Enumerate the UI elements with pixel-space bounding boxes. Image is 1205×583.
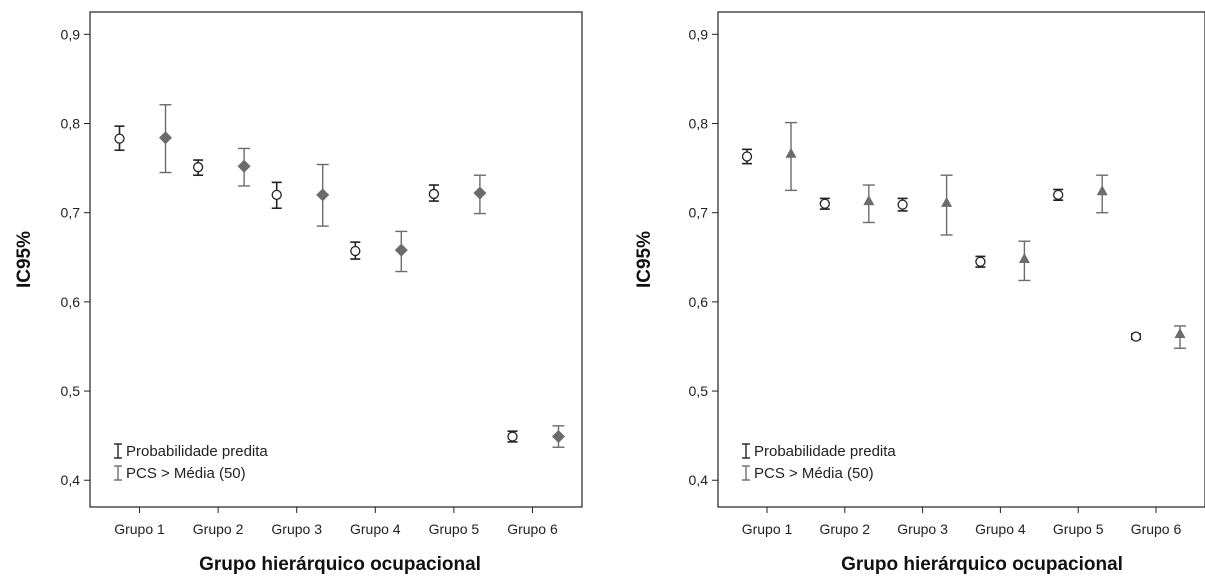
point-circle (192, 162, 204, 173)
plot-frame (717, 11, 1205, 508)
legend-label: PCS > Média (50) (126, 465, 246, 482)
legend-item: PCS > Média (50) (114, 465, 246, 482)
y-tick-label: 0,7 (689, 205, 709, 221)
x-axis-title: Grupo hierárquico ocupacional (841, 554, 1123, 575)
y-tick-label: 0,9 (689, 26, 709, 42)
x-tick-label: Grupo 1 (114, 521, 165, 537)
point-circle (1053, 189, 1064, 200)
legend-item: Probabilidade predita (742, 443, 896, 460)
x-tick-label: Grupo 4 (975, 521, 1026, 537)
point-circle (819, 198, 830, 209)
point-diamond (394, 243, 408, 257)
point-circle (428, 188, 440, 200)
x-tick-label: Grupo 6 (507, 521, 558, 537)
point-circle (507, 431, 518, 442)
x-tick-label: Grupo 5 (1053, 521, 1104, 537)
y-axis-title: IC95% (14, 231, 35, 288)
y-tick-label: 0,4 (61, 472, 81, 488)
chart-panel-left: 0,9 0,8 0,7 0,6 0,5 0,4 Grupo 1 Grupo 2 Grupo 3 G… (0, 0, 600, 578)
y-tick-label: 0,5 (61, 383, 81, 399)
point-circle (897, 199, 908, 210)
y-tick-label: 0,9 (61, 26, 81, 42)
legend-item: PCS > Média (50) (742, 465, 874, 482)
x-tick-label: Grupo 6 (1131, 521, 1182, 537)
chart-right-svg: 0,9 0,8 0,7 0,6 0,5 0,4 Grupo 1 Grupo 2 Grupo 3 G… (634, 11, 1205, 575)
y-tick-label: 0,6 (61, 294, 81, 310)
plot-frame (89, 11, 583, 508)
point-circle (271, 189, 282, 200)
chart-left-svg: 0,9 0,8 0,7 0,6 0,5 0,4 Grupo 1 Grupo 2 Grupo 3 G… (14, 11, 583, 575)
x-tick-label: Grupo 3 (271, 521, 322, 537)
point-circle (1130, 331, 1142, 342)
point-circle (975, 256, 986, 267)
point-triangle (863, 195, 875, 206)
point-triangle (1018, 253, 1030, 264)
point-diamond (551, 430, 565, 444)
x-tick-label: Grupo 2 (193, 521, 244, 537)
point-triangle (941, 196, 953, 207)
chart-panel-right: 0,9 0,8 0,7 0,6 0,5 0,4 Grupo 1 Grupo 2 Grupo 3 G… (620, 0, 1205, 578)
y-tick-label: 0,5 (689, 383, 709, 399)
x-tick-label: Grupo 1 (742, 521, 793, 537)
point-diamond (237, 159, 251, 173)
y-tick-label: 0,6 (689, 294, 709, 310)
y-tick-label: 0,8 (689, 115, 709, 131)
x-tick-label: Grupo 4 (350, 521, 401, 537)
x-tick-label: Grupo 5 (429, 521, 480, 537)
point-circle (741, 151, 753, 162)
point-triangle (1096, 185, 1108, 196)
x-tick-label: Grupo 2 (820, 521, 871, 537)
legend-label: Probabilidade predita (754, 443, 896, 460)
x-tick-label: Grupo 3 (897, 521, 948, 537)
legend-label: PCS > Média (50) (754, 465, 874, 482)
x-axis-title: Grupo hierárquico ocupacional (199, 554, 481, 575)
point-diamond (316, 188, 330, 202)
point-triangle (1174, 327, 1186, 338)
legend-label: Probabilidade predita (126, 443, 268, 460)
point-circle (350, 245, 361, 257)
y-tick-label: 0,4 (689, 472, 709, 488)
y-tick-label: 0,8 (61, 115, 81, 131)
point-diamond (473, 186, 487, 200)
y-tick-label: 0,7 (61, 205, 81, 221)
point-diamond (159, 131, 173, 145)
legend-item: Probabilidade predita (114, 443, 268, 460)
point-circle (114, 133, 125, 144)
y-axis-title: IC95% (634, 231, 655, 288)
point-triangle (785, 147, 797, 158)
